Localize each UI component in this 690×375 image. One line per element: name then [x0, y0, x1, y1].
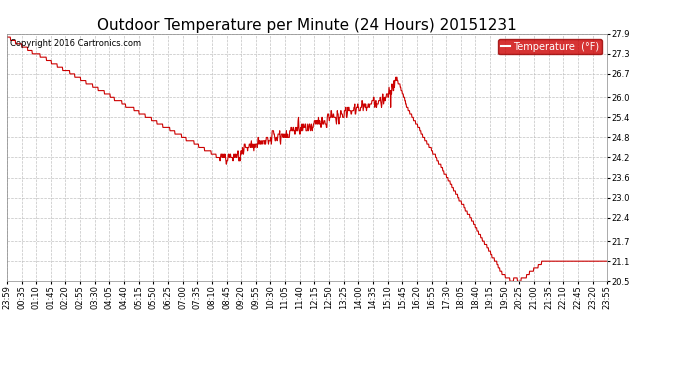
- Title: Outdoor Temperature per Minute (24 Hours) 20151231: Outdoor Temperature per Minute (24 Hours…: [97, 18, 517, 33]
- Legend: Temperature  (°F): Temperature (°F): [497, 39, 602, 54]
- Text: Copyright 2016 Cartronics.com: Copyright 2016 Cartronics.com: [10, 39, 141, 48]
